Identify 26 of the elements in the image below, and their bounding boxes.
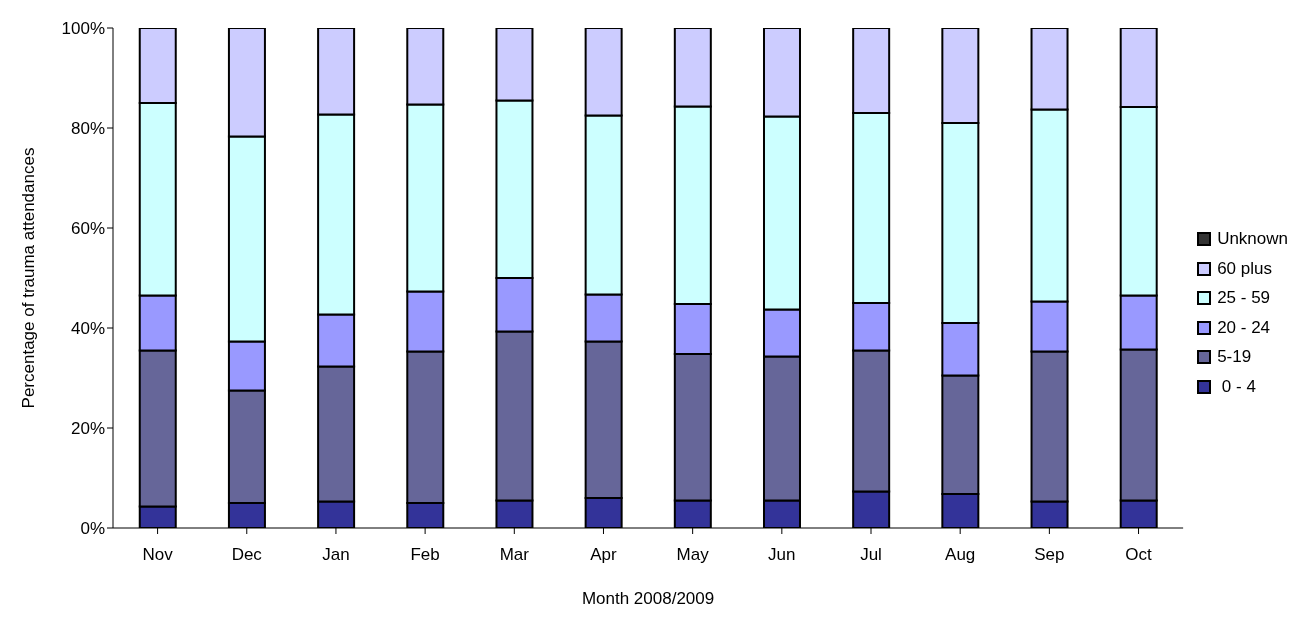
x-tick-label: Oct	[1125, 545, 1153, 565]
y-tick-label: 0%	[80, 519, 105, 539]
legend-label: 25 - 59	[1217, 288, 1271, 309]
legend-label: 60 plus	[1217, 258, 1272, 279]
legend-label: 0 - 4	[1220, 376, 1256, 397]
x-tick-label: Mar	[499, 545, 530, 565]
x-tick-label: May	[676, 545, 710, 565]
x-tick-label: Dec	[231, 545, 263, 565]
x-tick-label: Sep	[1034, 545, 1065, 565]
x-tick-label: Feb	[410, 545, 440, 565]
legend-label: 20 - 24	[1217, 317, 1271, 338]
x-tick-label: Apr	[590, 545, 618, 565]
y-tick-label: 80%	[70, 119, 105, 139]
y-tick-label: 20%	[70, 419, 105, 439]
x-tick-label: Jan	[322, 545, 350, 565]
y-axis-title: Percentage of trauma attendances	[19, 147, 39, 409]
legend-label: Unknown	[1217, 229, 1288, 250]
legend-label: 5-19	[1217, 347, 1252, 368]
x-tick-label: Aug	[945, 545, 976, 565]
y-tick-label: 60%	[70, 219, 105, 239]
x-tick-label: Nov	[142, 545, 174, 565]
x-axis-title: Month 2008/2009	[581, 589, 715, 608]
x-tick-label: Jul	[860, 545, 882, 565]
x-tick-label: Jun	[768, 545, 796, 565]
y-tick-label: 40%	[70, 319, 105, 339]
y-tick-label: 100%	[61, 19, 105, 39]
